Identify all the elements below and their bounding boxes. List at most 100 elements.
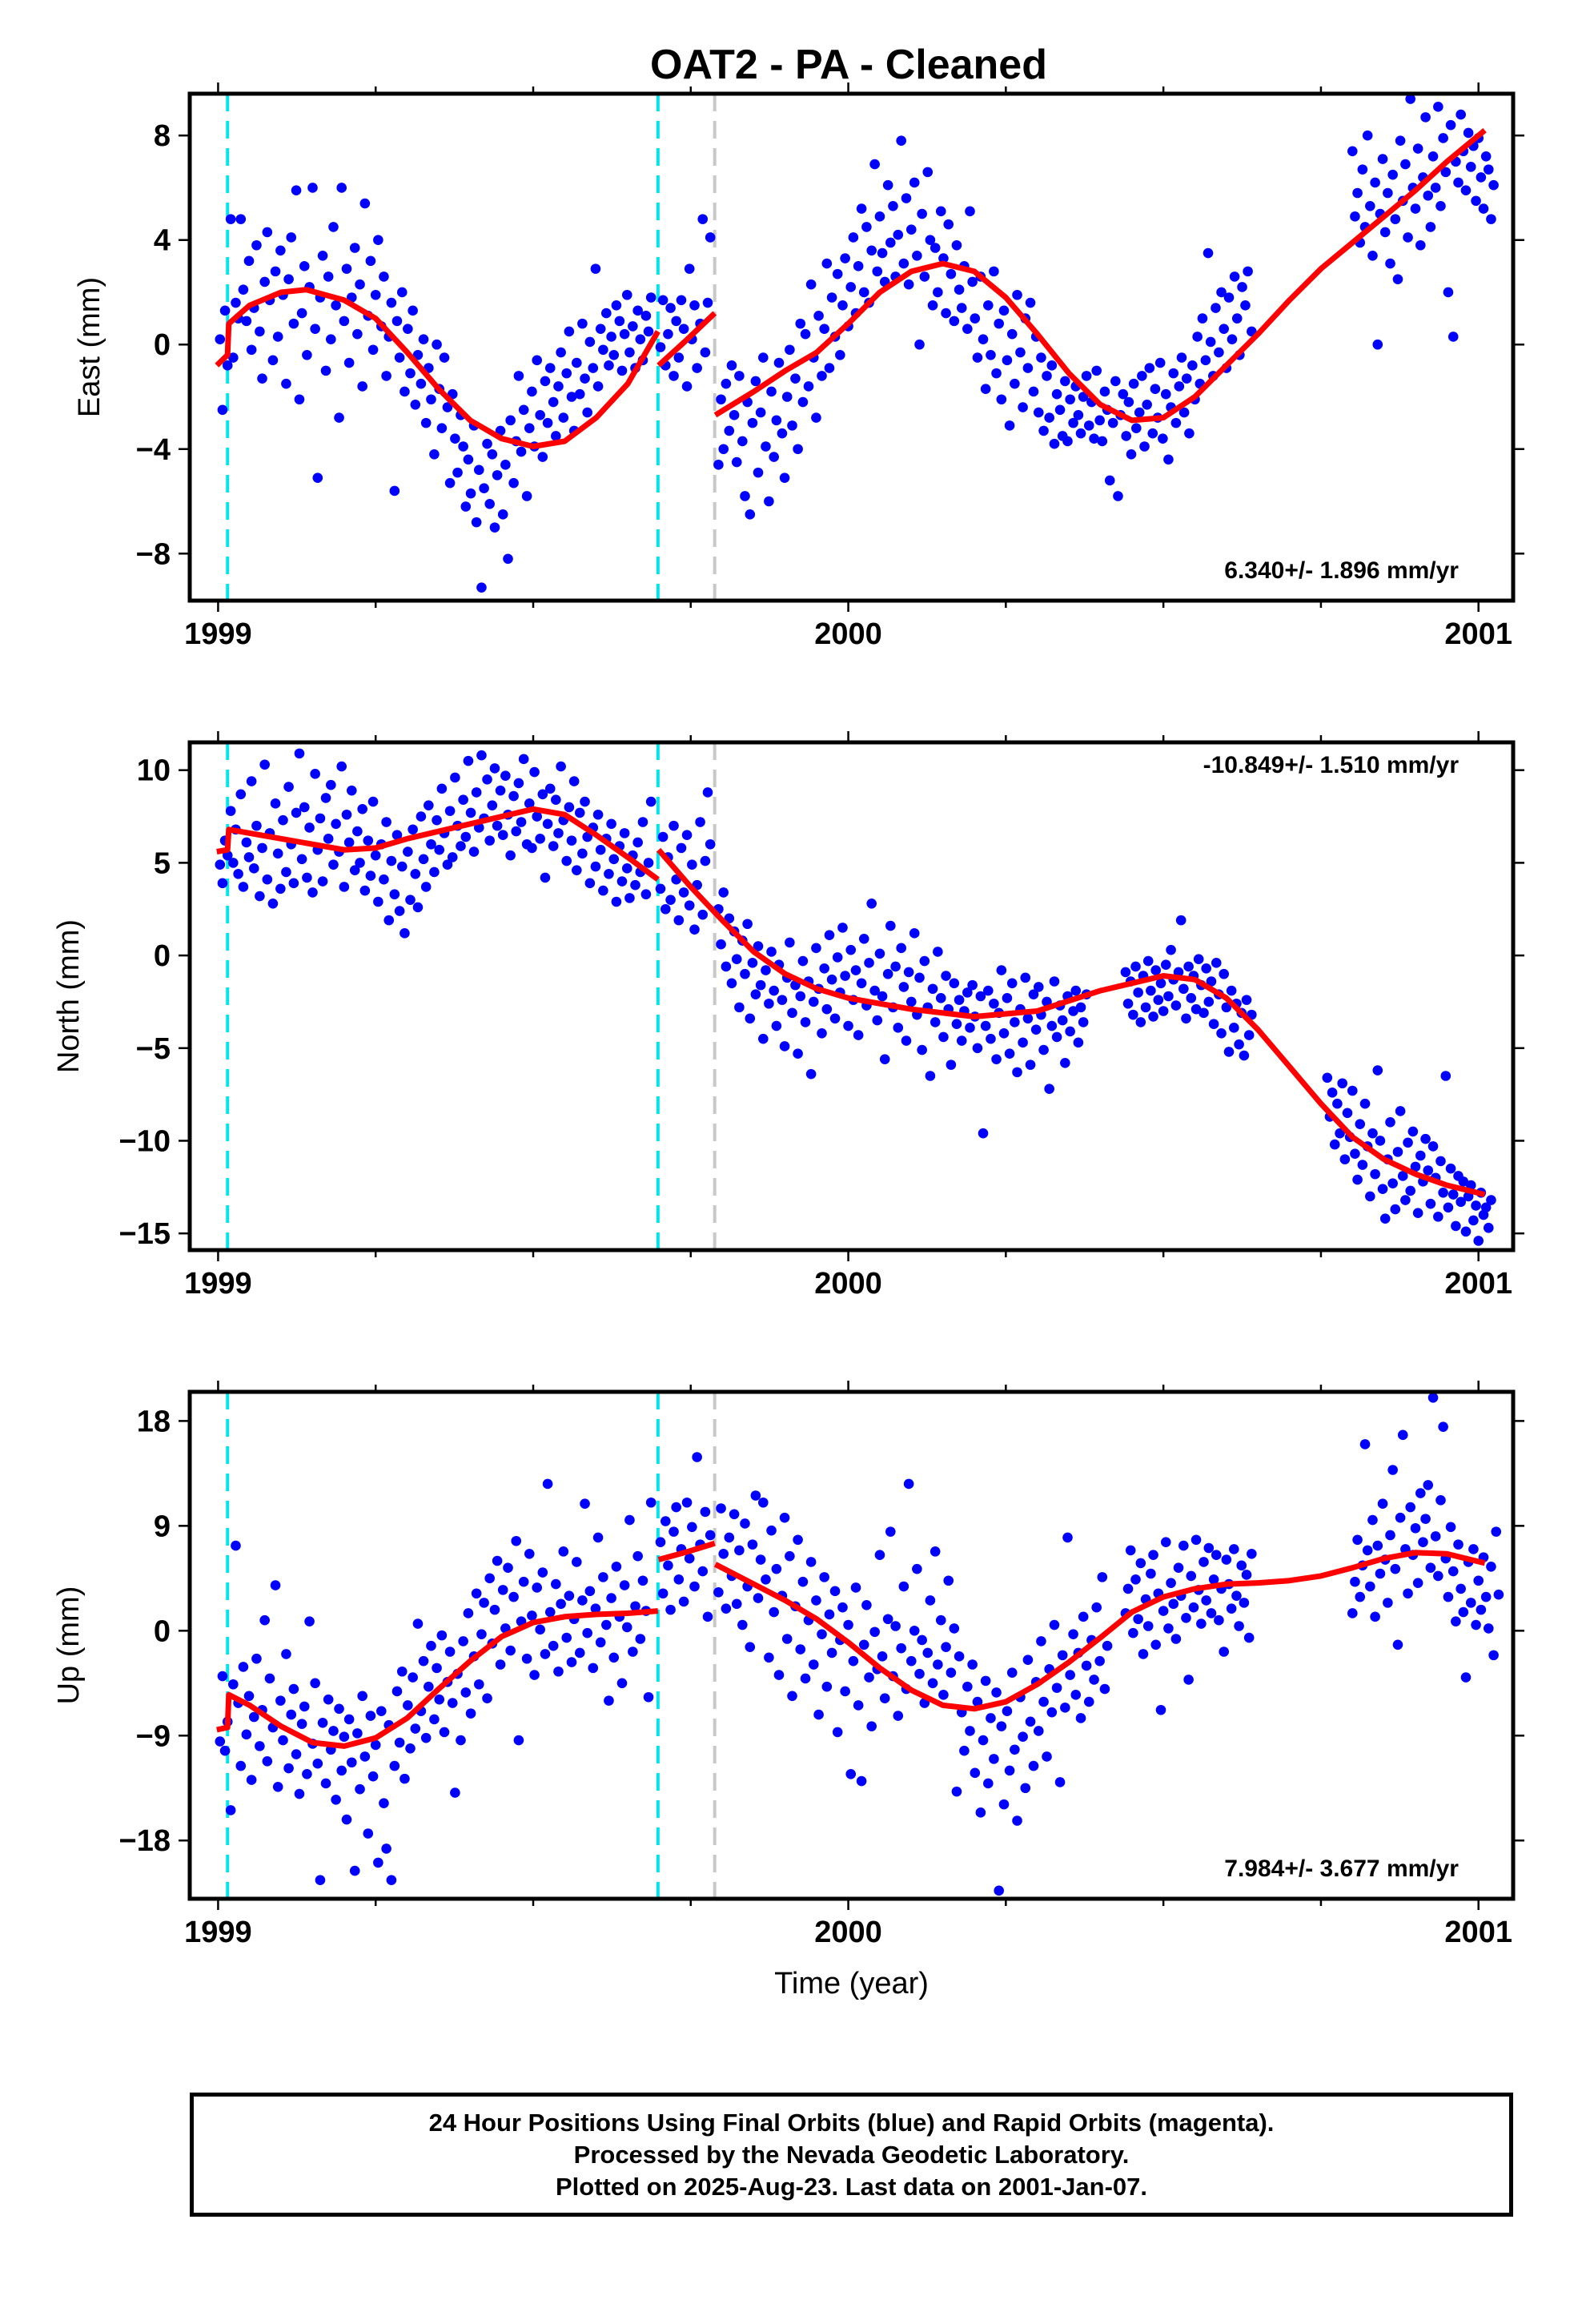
data-point (307, 887, 318, 898)
data-point (616, 365, 628, 376)
data-point (458, 794, 468, 806)
data-point (755, 1554, 766, 1565)
data-point (513, 371, 524, 381)
data-point (1097, 436, 1108, 447)
data-point (1044, 1084, 1054, 1094)
data-point (418, 1655, 429, 1667)
data-point (676, 295, 687, 306)
data-point (508, 477, 519, 489)
data-point (1420, 1514, 1431, 1524)
data-point (460, 501, 472, 512)
data-point (379, 874, 389, 885)
data-point (705, 838, 716, 850)
data-point (465, 807, 476, 818)
data-point (1168, 368, 1179, 379)
data-point (304, 1616, 315, 1626)
data-point (1203, 1542, 1215, 1554)
data-point (281, 378, 291, 389)
data-point (1226, 985, 1237, 996)
data-point (800, 328, 811, 340)
data-point (787, 1007, 797, 1019)
data-point (1134, 407, 1145, 418)
data-point (217, 1671, 228, 1682)
data-point (819, 324, 829, 334)
data-point (1390, 1204, 1401, 1215)
data-point (1227, 334, 1238, 345)
data-point (1468, 1544, 1479, 1554)
data-point (1367, 1128, 1378, 1139)
data-point (689, 924, 700, 935)
data-point (1488, 1650, 1499, 1661)
data-point (983, 300, 994, 311)
data-point (673, 352, 685, 363)
data-point (471, 787, 482, 798)
data-point (975, 1807, 986, 1818)
data-point (511, 826, 522, 837)
data-point (334, 1703, 344, 1715)
data-point (769, 985, 779, 996)
data-point (556, 1598, 566, 1610)
data-point (259, 276, 270, 287)
data-point (813, 1709, 824, 1720)
data-point (877, 991, 888, 1002)
data-point (1142, 955, 1154, 967)
data-point (1392, 1147, 1403, 1157)
data-point (1372, 339, 1383, 350)
data-point (994, 318, 1004, 329)
data-point (941, 1642, 951, 1652)
data-point (1113, 491, 1123, 501)
data-point (551, 1578, 561, 1590)
data-point (1433, 1212, 1443, 1222)
data-point (426, 838, 436, 850)
x-tick-label: 2001 (1444, 1267, 1512, 1301)
data-point (288, 318, 299, 329)
data-point (821, 1003, 833, 1015)
data-point (1221, 1002, 1232, 1013)
data-point (1247, 1548, 1257, 1559)
data-point (429, 448, 440, 460)
data-point (604, 1695, 614, 1706)
data-point (1176, 352, 1187, 363)
data-point (416, 378, 427, 389)
data-point (1367, 250, 1378, 261)
data-point (288, 1683, 299, 1695)
data-point (1137, 371, 1147, 381)
data-point (1123, 396, 1134, 408)
data-point (389, 1760, 400, 1771)
data-point (808, 1659, 819, 1670)
data-point (1375, 1136, 1386, 1146)
data-point (315, 813, 326, 824)
data-point (1352, 187, 1363, 199)
data-point (912, 250, 922, 261)
data-point (1370, 1611, 1380, 1622)
data-point (1390, 214, 1401, 224)
data-point (1390, 1563, 1401, 1574)
data-point (497, 830, 508, 840)
data-point (1405, 1502, 1415, 1513)
data-point (283, 274, 294, 284)
data-point (572, 865, 582, 875)
data-point (595, 1637, 606, 1648)
data-point (986, 349, 996, 360)
data-point (1193, 954, 1204, 965)
data-point (684, 1553, 695, 1564)
data-point (811, 1595, 821, 1606)
data-point (326, 779, 336, 790)
data-point (1133, 987, 1143, 998)
data-point (1362, 130, 1373, 141)
data-point (912, 1563, 922, 1574)
data-point (660, 1516, 671, 1526)
data-point (1042, 1751, 1052, 1762)
data-point (484, 835, 495, 846)
data-point (310, 769, 320, 779)
data-point (1433, 102, 1443, 112)
footer-line-2: Processed by the Nevada Geodetic Laborat… (573, 2140, 1130, 2169)
data-point (777, 428, 788, 439)
data-point (381, 1844, 391, 1854)
data-point (1486, 1195, 1496, 1205)
data-point (1473, 1236, 1484, 1246)
data-point (535, 1624, 545, 1635)
data-point (671, 1502, 681, 1513)
data-point (1214, 347, 1224, 358)
data-point (1187, 360, 1198, 371)
